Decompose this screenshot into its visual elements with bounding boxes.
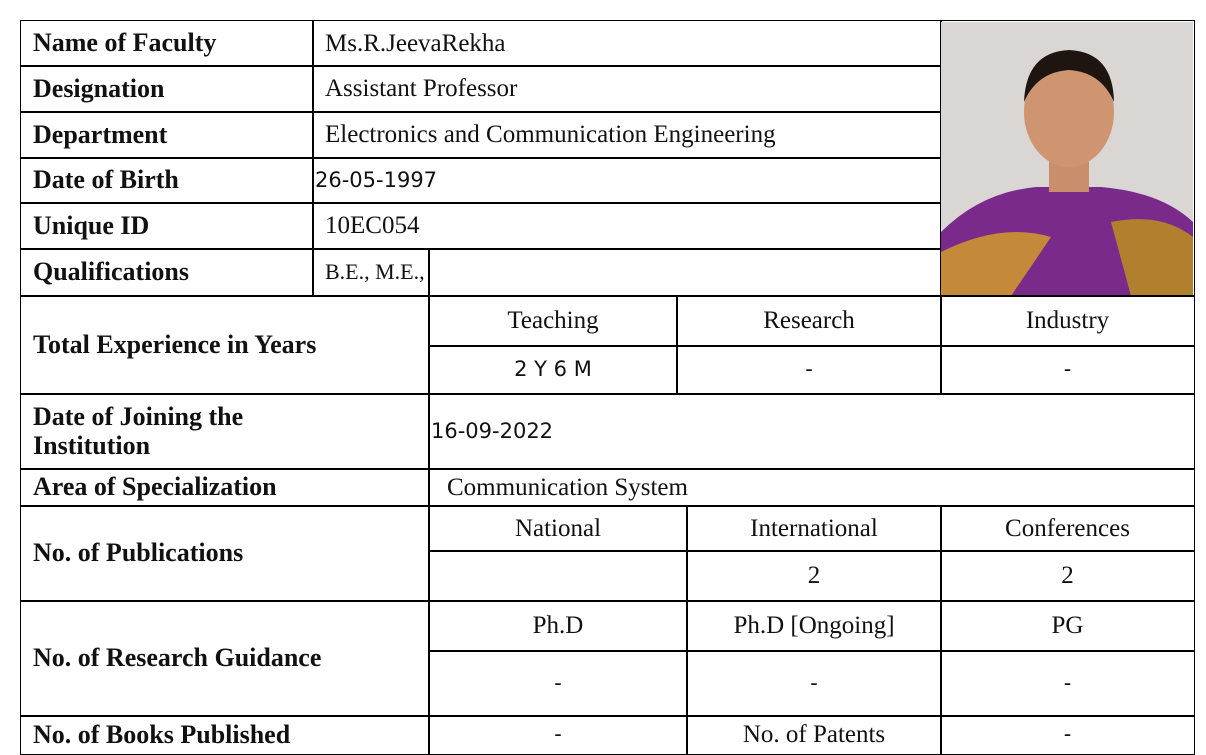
header: Industry [940, 295, 1195, 347]
label: Total Experience in Years [20, 295, 430, 395]
header: Ph.D [Ongoing] [686, 600, 942, 652]
label: Date of Birth [20, 157, 314, 204]
value: 2 [940, 550, 1195, 602]
value: - [940, 650, 1195, 717]
value: 2 [686, 550, 942, 602]
header: International [686, 505, 942, 552]
header: PG [940, 600, 1195, 652]
header: Teaching [428, 295, 678, 347]
value: - [428, 715, 688, 755]
value: - [686, 650, 942, 717]
empty-cell [428, 248, 942, 297]
value: 10EC054 [312, 202, 942, 250]
label: Name of Faculty [20, 20, 314, 67]
value: 26-05-1997 [312, 157, 942, 204]
value: 16-09-2022 [428, 393, 1195, 470]
label: Department [20, 111, 314, 159]
value: Ms.R.JeevaRekha [312, 20, 942, 67]
label: Area of Specialization [20, 468, 430, 507]
value: Electronics and Communication Engineerin… [312, 111, 942, 159]
label: Designation [20, 65, 314, 113]
value: B.E., M.E., [312, 248, 430, 297]
header: National [428, 505, 688, 552]
label: No. of Patents [686, 715, 942, 755]
value: - [428, 650, 688, 717]
value: - [676, 345, 942, 395]
header: Research [676, 295, 942, 347]
value: Assistant Professor [312, 65, 942, 113]
label: Date of Joining the Institution [20, 393, 430, 470]
value [428, 550, 688, 602]
value: Communication System [428, 468, 1195, 507]
photo-art [941, 21, 1193, 296]
label: Qualifications [20, 248, 314, 297]
label: Unique ID [20, 202, 314, 250]
value: - [940, 715, 1195, 755]
photo [940, 20, 1195, 297]
label: No. of Research Guidance [20, 600, 430, 717]
value: - [940, 345, 1195, 395]
header: Ph.D [428, 600, 688, 652]
header: Conferences [940, 505, 1195, 552]
value: 2 Y 6 M [428, 345, 678, 395]
label: No. of Books Published [20, 715, 430, 755]
label: No. of Publications [20, 505, 430, 602]
